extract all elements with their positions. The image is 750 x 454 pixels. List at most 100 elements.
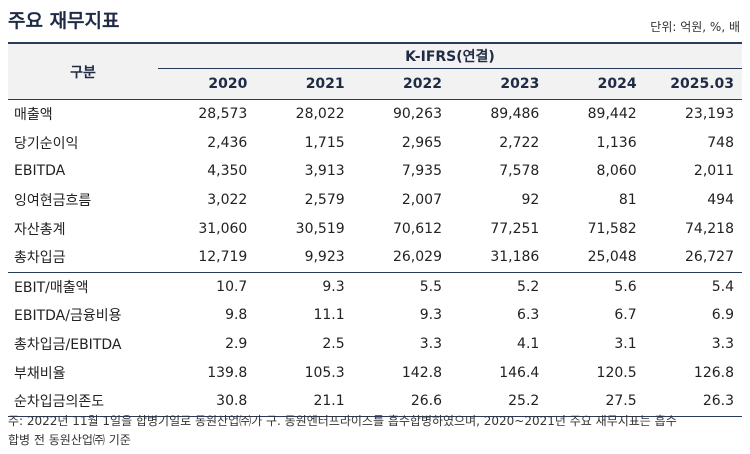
cell-value: 30.8 <box>158 386 256 417</box>
cell-value: 3.1 <box>614 336 637 353</box>
cell-value: 3,022 <box>207 192 248 209</box>
cell-value: 10.7 <box>158 271 256 302</box>
cell-value: 494 <box>707 192 734 209</box>
footnote: 주: 2022년 11월 1일을 합병기일로 동원산업㈜가 구. 동원엔터프라이… <box>8 412 742 450</box>
cell-value: 6.9 <box>711 307 734 324</box>
cell-value: 5.2 <box>449 271 548 302</box>
cell-value: 2,722 <box>499 134 540 151</box>
header-year: 2022 <box>352 68 450 100</box>
header-year: 2021 <box>255 68 353 100</box>
cell-value: 105.3 <box>304 364 345 381</box>
cell-value: 2,011 <box>693 163 734 180</box>
cell-value: 9,923 <box>304 249 345 266</box>
cell-value: 5.5 <box>352 271 450 302</box>
table-row: 총차입금/EBITDA 2.9 2.5 3.3 4.1 3.1 3.3 <box>8 330 742 359</box>
cell-value: 23,193 <box>685 106 734 123</box>
row-label: 총차입금 <box>14 250 66 267</box>
row-label: EBITDA <box>14 163 66 180</box>
cell-value: 3.3 <box>419 336 442 353</box>
cell-value: 7,935 <box>401 163 442 180</box>
cell-value: 26.6 <box>352 386 450 417</box>
header-year: 2020 <box>158 68 256 100</box>
cell-value: 26.3 <box>644 386 742 417</box>
row-label: 부채비율 <box>14 365 66 382</box>
cell-value: 3,913 <box>304 163 345 180</box>
header-year: 2025.03 <box>644 68 742 100</box>
cell-value: 12,719 <box>198 249 248 266</box>
cell-value: 81 <box>618 192 637 209</box>
cell-value: 120.5 <box>596 364 637 381</box>
cell-value: 3.3 <box>711 336 734 353</box>
header-row-label: 구분 <box>8 44 158 100</box>
table-row: 총차입금 12,719 9,923 26,029 31,186 25,048 26,727 <box>8 243 742 272</box>
cell-value: 9.8 <box>225 307 248 324</box>
row-label: 매출액 <box>14 107 53 124</box>
row-label: 자산총계 <box>14 221 66 238</box>
cell-value: 89,486 <box>490 106 540 123</box>
financial-table: 구분 K-IFRS(연결) 2020 2021 2022 2023 2024 2… <box>8 44 742 417</box>
cell-value: 5.6 <box>547 271 645 302</box>
cell-value: 27.5 <box>547 386 645 417</box>
cell-value: 2,436 <box>207 134 248 151</box>
cell-value: 9.3 <box>419 307 442 324</box>
cell-value: 28,022 <box>295 106 345 123</box>
cell-value: 26,029 <box>392 249 442 266</box>
cell-value: 77,251 <box>490 220 540 237</box>
table-header: 구분 K-IFRS(연결) 2020 2021 2022 2023 2024 2… <box>8 44 742 100</box>
cell-value: 7,578 <box>499 163 540 180</box>
cell-value: 139.8 <box>207 364 248 381</box>
cell-value: 31,060 <box>198 220 248 237</box>
cell-value: 2,007 <box>401 192 442 209</box>
cell-value: 2,579 <box>304 192 345 209</box>
table-body: 매출액 28,573 28,022 90,263 89,486 89,442 23,193 당… <box>8 100 742 417</box>
table-row: 잉여현금흐름 3,022 2,579 2,007 92 81 494 <box>8 186 742 215</box>
cell-value: 25,048 <box>587 249 637 266</box>
row-label: 총차입금/EBITDA <box>14 337 122 354</box>
cell-value: 70,612 <box>392 220 442 237</box>
top-rule <box>8 42 742 44</box>
row-label: EBITDA/금융비용 <box>14 308 122 325</box>
cell-value: 146.4 <box>499 364 540 381</box>
cell-value: 26,727 <box>685 249 734 266</box>
table-row: 매출액 28,573 28,022 90,263 89,486 89,442 23,193 <box>8 100 742 129</box>
header-group: K-IFRS(연결) <box>158 44 742 69</box>
page-title: 주요 재무지표 <box>8 10 120 32</box>
table-row: 자산총계 31,060 30,519 70,612 77,251 71,582 74,218 <box>8 214 742 243</box>
cell-value: 30,519 <box>295 220 345 237</box>
table-row: EBITDA 4,350 3,913 7,935 7,578 8,060 2,011 <box>8 157 742 186</box>
cell-value: 25.2 <box>449 386 548 417</box>
cell-value: 4.1 <box>517 336 540 353</box>
cell-value: 92 <box>521 192 540 209</box>
cell-value: 1,136 <box>596 134 637 151</box>
cell-value: 9.3 <box>255 271 353 302</box>
cell-value: 126.8 <box>693 364 734 381</box>
table-row: 순차입금의존도 30.8 21.1 26.6 25.2 27.5 26.3 <box>8 386 742 417</box>
row-label: 당기순이익 <box>14 135 79 152</box>
cell-value: 2.9 <box>225 336 248 353</box>
cell-value: 1,715 <box>304 134 345 151</box>
footnote-line: 합병 전 동원산업㈜ 기준 <box>8 433 131 447</box>
row-label: 순차입금의존도 <box>8 386 158 417</box>
cell-value: 71,582 <box>587 220 637 237</box>
footnote-line: 주: 2022년 11월 1일을 합병기일로 동원산업㈜가 구. 동원엔터프라이… <box>8 414 677 428</box>
cell-value: 90,263 <box>392 106 442 123</box>
table-row: 당기순이익 2,436 1,715 2,965 2,722 1,136 748 <box>8 129 742 158</box>
cell-value: 89,442 <box>587 106 637 123</box>
table-row: EBITDA/금융비용 9.8 11.1 9.3 6.3 6.7 6.9 <box>8 301 742 330</box>
cell-value: 6.7 <box>614 307 637 324</box>
cell-value: 4,350 <box>207 163 248 180</box>
cell-value: 748 <box>707 134 734 151</box>
cell-value: 28,573 <box>198 106 248 123</box>
unit-label: 단위: 억원, %, 배 <box>650 20 740 34</box>
cell-value: 6.3 <box>517 307 540 324</box>
cell-value: 11.1 <box>313 307 345 324</box>
cell-value: 74,218 <box>685 220 734 237</box>
header-year: 2023 <box>449 68 548 100</box>
table-row: 부채비율 139.8 105.3 142.8 146.4 120.5 126.8 <box>8 358 742 387</box>
header-year: 2024 <box>547 68 645 100</box>
row-label: EBIT/매출액 <box>8 271 158 302</box>
table-row: EBIT/매출액 10.7 9.3 5.5 5.2 5.6 5.4 <box>8 271 742 302</box>
cell-value: 31,186 <box>490 249 540 266</box>
cell-value: 21.1 <box>255 386 353 417</box>
row-label: 잉여현금흐름 <box>14 193 92 210</box>
